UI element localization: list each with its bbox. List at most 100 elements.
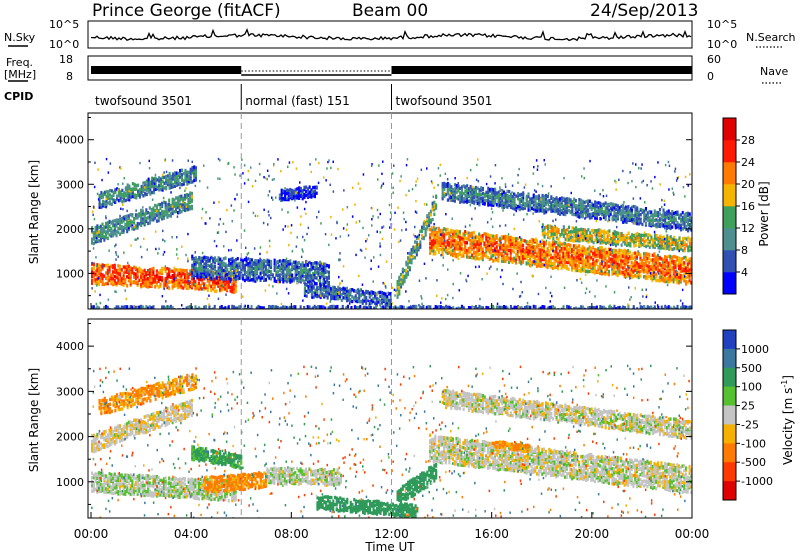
echo-cell	[497, 203, 500, 207]
echo-cell	[171, 275, 174, 280]
echo-cell	[662, 276, 665, 280]
echo-cell	[432, 229, 435, 233]
echo-cell	[562, 204, 565, 208]
echo-cell	[592, 261, 595, 266]
echo-cell	[683, 261, 686, 265]
echo-cell	[650, 222, 653, 226]
echo-cell	[667, 270, 670, 275]
echo-cell	[576, 209, 579, 213]
echo-cell	[555, 256, 558, 260]
echo-cell	[559, 199, 562, 203]
echo-cell	[113, 263, 116, 268]
echo-cell	[182, 202, 185, 207]
echo-cell	[481, 196, 484, 200]
echo-cell	[176, 272, 179, 277]
echo-cell	[620, 217, 623, 222]
echo-cell	[467, 247, 470, 251]
echo-cell	[296, 193, 299, 197]
echo-cell	[520, 253, 523, 258]
echo-cell	[601, 239, 604, 243]
echo-cell	[140, 212, 143, 216]
echo-cell	[613, 271, 616, 275]
echo-cell	[525, 194, 528, 199]
echo-cell	[622, 233, 625, 238]
echo-cell	[131, 270, 134, 274]
echo-cell	[532, 203, 535, 207]
echo-cell	[448, 187, 451, 191]
echo-cell	[306, 192, 309, 196]
echo-cell	[429, 251, 432, 255]
echo-cell	[506, 244, 509, 248]
echo-cell	[210, 277, 213, 282]
echo-cell	[502, 254, 505, 258]
echo-cell	[544, 251, 547, 255]
echo-cell	[664, 211, 667, 215]
echo-cell	[478, 240, 481, 244]
echo-cell	[507, 244, 510, 248]
echo-cell	[585, 269, 588, 273]
echo-cell	[436, 240, 439, 244]
echo-cell	[106, 231, 109, 235]
echo-cell	[315, 266, 318, 271]
echo-cell	[594, 216, 597, 220]
echo-cell	[578, 201, 581, 205]
echo-cell	[212, 260, 215, 264]
echo-cell	[177, 178, 180, 182]
echo-cell	[457, 197, 460, 201]
echo-cell	[543, 203, 546, 208]
echo-cell	[305, 266, 308, 270]
echo-cell	[206, 271, 209, 275]
echo-cell	[256, 268, 259, 273]
echo-cell	[520, 192, 523, 197]
echo-cell	[515, 257, 518, 262]
echo-cell	[678, 215, 681, 220]
echo-cell	[171, 211, 174, 216]
echo-cell	[429, 227, 432, 232]
echo-cell	[658, 217, 661, 221]
echo-cell	[551, 266, 554, 270]
echo-cell	[208, 258, 211, 263]
echo-cell	[190, 286, 193, 290]
echo-cell	[644, 221, 647, 225]
echo-cell	[595, 209, 598, 213]
echo-cell	[509, 248, 512, 253]
echo-cell	[560, 246, 563, 251]
echo-cell	[119, 198, 122, 203]
echo-cell	[201, 281, 204, 286]
echo-cell	[143, 221, 146, 225]
echo-cell	[401, 277, 404, 282]
echo-cell	[187, 207, 190, 212]
echo-cell	[564, 265, 567, 269]
echo-cell	[506, 194, 509, 198]
echo-cell	[189, 200, 192, 204]
echo-cell	[437, 241, 440, 245]
echo-cell	[175, 171, 178, 175]
echo-cell	[641, 242, 644, 247]
echo-cell	[543, 231, 546, 235]
echo-cell	[282, 263, 285, 268]
echo-cell	[547, 232, 550, 237]
echo-cell	[141, 269, 144, 274]
echo-cell	[585, 237, 588, 241]
echo-cell	[499, 196, 502, 201]
echo-cell	[676, 244, 679, 248]
echo-cell	[291, 264, 294, 268]
echo-cell	[508, 194, 511, 199]
echo-cell	[480, 188, 483, 192]
echo-cell	[198, 268, 201, 272]
echo-cell	[282, 258, 285, 263]
echo-cell	[676, 263, 679, 267]
echo-cell	[623, 263, 626, 267]
echo-cell	[680, 244, 683, 248]
echo-cell	[582, 238, 585, 242]
echo-cell	[632, 262, 635, 266]
echo-cell	[208, 276, 211, 281]
echo-cell	[592, 205, 595, 209]
echo-cell	[170, 185, 173, 190]
echo-cell	[504, 245, 507, 249]
echo-cell	[135, 196, 138, 200]
echo-cell	[455, 243, 458, 247]
echo-cell	[515, 255, 518, 259]
echo-cell	[126, 229, 129, 234]
echo-cell	[154, 203, 157, 208]
